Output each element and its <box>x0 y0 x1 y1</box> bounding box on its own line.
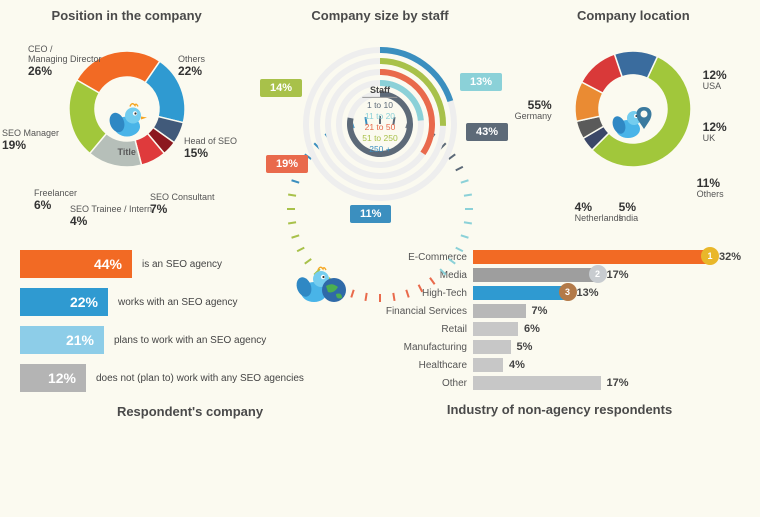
company-location-panel: Company location 55%Germany4%Netherlands… <box>507 0 760 240</box>
industry-row: High-Tech313% <box>378 286 741 300</box>
location-seg-label: 5%India <box>619 201 639 224</box>
medal-icon: 1 <box>701 247 719 265</box>
location-seg-label: 55%Germany <box>515 99 552 122</box>
company-size-panel: Company size by staff Staff 1 to 1011 to… <box>253 0 506 240</box>
medal-icon: 2 <box>589 265 607 283</box>
industry-row: Financial Services 7% <box>378 304 741 318</box>
position-title: Position in the company <box>0 8 253 23</box>
position-seg-label: CEO /Managing Director26% <box>28 45 102 78</box>
size-range-label: 51 to 250 <box>362 133 397 144</box>
respondent-text: plans to work with an SEO agency <box>114 335 266 346</box>
industry-label: Other <box>378 378 473 389</box>
industry-row: Manufacturing 5% <box>378 340 741 354</box>
respondent-pct-chip: 12% <box>20 364 86 392</box>
company-size-rings: Staff 1 to 1011 to 2021 to 5051 to 25025… <box>260 29 500 219</box>
industry-block: E-Commerce132%Media217%High-Tech313%Fina… <box>378 250 741 505</box>
industry-value: 17% <box>607 377 629 389</box>
industry-value: 7% <box>532 305 548 317</box>
industry-bar: 1 <box>473 250 713 264</box>
position-seg-label: SEO Manager19% <box>2 129 59 152</box>
company-size-title: Company size by staff <box>253 8 506 23</box>
industry-label: Financial Services <box>378 306 473 317</box>
industry-bar <box>473 304 526 318</box>
respondents-block: 44% is an SEO agency 22% works with an SEO … <box>20 250 360 505</box>
industry-value: 17% <box>607 269 629 281</box>
industry-bar <box>473 376 601 390</box>
location-seg-label: 12%USA <box>703 69 727 92</box>
industry-title: Industry of non-agency respondents <box>378 402 741 417</box>
size-callout: 11% <box>350 205 391 223</box>
bird-globe-icon <box>294 254 350 310</box>
industry-value: 4% <box>509 359 525 371</box>
respondent-text: does not (plan to) work with any SEO age… <box>96 373 304 384</box>
respondent-pct-chip: 22% <box>20 288 108 316</box>
size-callout: 19% <box>266 155 308 173</box>
bird-icon <box>105 98 149 142</box>
size-range-label: 11 to 20 <box>362 111 397 122</box>
position-seg-label: Others22% <box>178 55 205 78</box>
position-seg-label: SEO Consultant7% <box>150 193 215 216</box>
size-range-label: 21 to 50 <box>362 122 397 133</box>
industry-label: Media <box>378 270 473 281</box>
respondent-pct-chip: 44% <box>20 250 132 278</box>
industry-bar: 3 <box>473 286 571 300</box>
medal-icon: 3 <box>559 283 577 301</box>
industry-row: E-Commerce132% <box>378 250 741 264</box>
industry-value: 6% <box>524 323 540 335</box>
respondent-text: works with an SEO agency <box>118 297 238 308</box>
industry-bar: 2 <box>473 268 601 282</box>
industry-row: Retail 6% <box>378 322 741 336</box>
industry-value: 32% <box>719 251 741 263</box>
position-seg-label: SEO Trainee / Intern4% <box>70 205 152 228</box>
industry-label: Retail <box>378 324 473 335</box>
industry-bar <box>473 340 511 354</box>
respondent-text: is an SEO agency <box>142 259 222 270</box>
location-donut: 55%Germany4%Netherlands5%India11%Others1… <box>507 29 760 219</box>
industry-row: Healthcare 4% <box>378 358 741 372</box>
industry-label: E-Commerce <box>378 252 473 263</box>
location-seg-label: 12%UK <box>703 121 727 144</box>
position-donut: Title CEO /Managing Director26% SEO Manag… <box>0 29 253 219</box>
size-callout: 14% <box>260 79 302 97</box>
company-location-title: Company location <box>507 8 760 23</box>
ring-legend-header: Staff <box>362 85 397 98</box>
respondents-title: Respondent's company <box>20 404 360 419</box>
respondent-row: 12% does not (plan to) work with any SEO … <box>20 364 360 392</box>
bottom-row: 44% is an SEO agency 22% works with an SEO … <box>0 240 760 505</box>
bird-map-icon <box>608 97 658 147</box>
ring-legend: Staff 1 to 1011 to 2021 to 5051 to 25025… <box>362 85 397 155</box>
industry-value: 5% <box>517 341 533 353</box>
position-panel: Position in the company Title CEO /Manag… <box>0 0 253 240</box>
industry-bar <box>473 358 503 372</box>
top-charts-row: Position in the company Title CEO /Manag… <box>0 0 760 240</box>
size-callout: 43% <box>466 123 508 141</box>
respondent-pct-chip: 21% <box>20 326 104 354</box>
respondent-row: 21% plans to work with an SEO agency <box>20 326 360 354</box>
position-center-label: Title <box>117 147 135 157</box>
size-callout: 13% <box>460 73 502 91</box>
industry-value: 13% <box>577 287 599 299</box>
size-range-label: 1 to 10 <box>362 100 397 111</box>
industry-bar <box>473 322 518 336</box>
location-seg-label: 4%Netherlands <box>575 201 624 224</box>
industry-label: Healthcare <box>378 360 473 371</box>
position-seg-label: Head of SEO15% <box>184 137 237 160</box>
industry-label: Manufacturing <box>378 342 473 353</box>
size-range-label: 250 + <box>362 144 397 155</box>
industry-row: Other 17% <box>378 376 741 390</box>
location-seg-label: 11%Others <box>697 177 724 200</box>
